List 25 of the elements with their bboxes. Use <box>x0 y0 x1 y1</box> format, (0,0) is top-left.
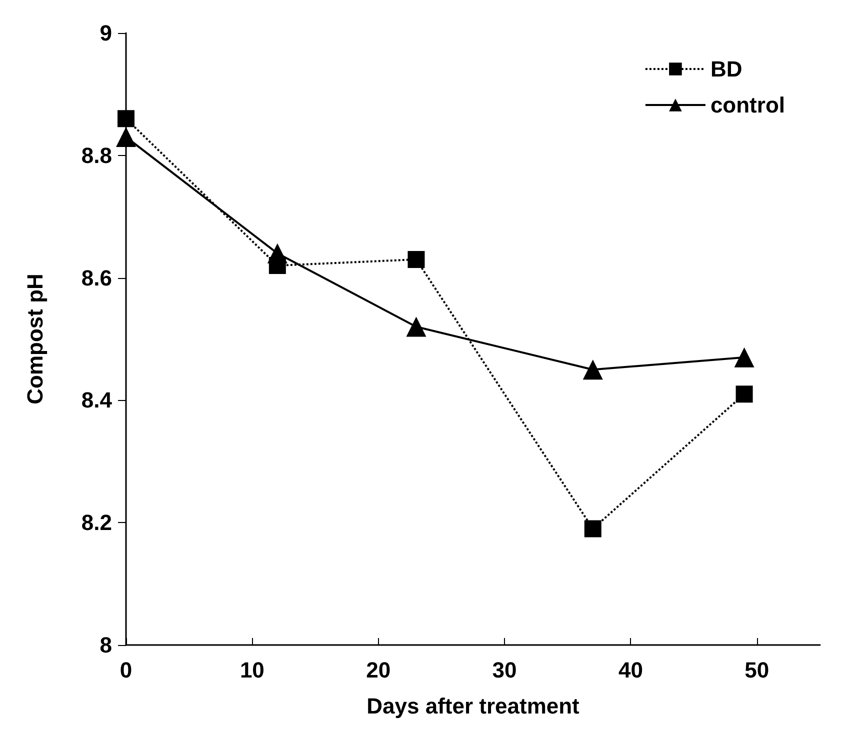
y-axis-title: Compost pH <box>22 274 48 404</box>
legend-label: BD <box>710 56 742 82</box>
x-tick-label: 10 <box>240 658 264 682</box>
point <box>118 110 134 128</box>
legend-label: control <box>710 92 786 118</box>
y-tick-label: 8.4 <box>81 388 113 413</box>
y-tick-label: 8.8 <box>81 142 112 168</box>
point <box>406 316 426 337</box>
point <box>736 386 753 403</box>
point <box>584 520 602 538</box>
point <box>734 347 754 368</box>
point <box>267 243 288 264</box>
x-tick-label: 30 <box>492 658 517 682</box>
point <box>116 127 136 148</box>
x-tick-label: 50 <box>744 658 770 682</box>
y-tick-label: 8.6 <box>81 265 112 290</box>
x-tick-label: 20 <box>366 658 391 682</box>
x-tick-label: 40 <box>618 658 643 682</box>
point <box>582 360 603 380</box>
y-tick-label: 8.2 <box>81 510 112 536</box>
x-axis-title: Days after treatment <box>366 694 580 718</box>
y-tick-label: 8 <box>100 632 112 658</box>
y-tick-label: 9 <box>100 20 112 46</box>
x-tick-label: 0 <box>120 658 132 682</box>
point <box>408 250 425 268</box>
